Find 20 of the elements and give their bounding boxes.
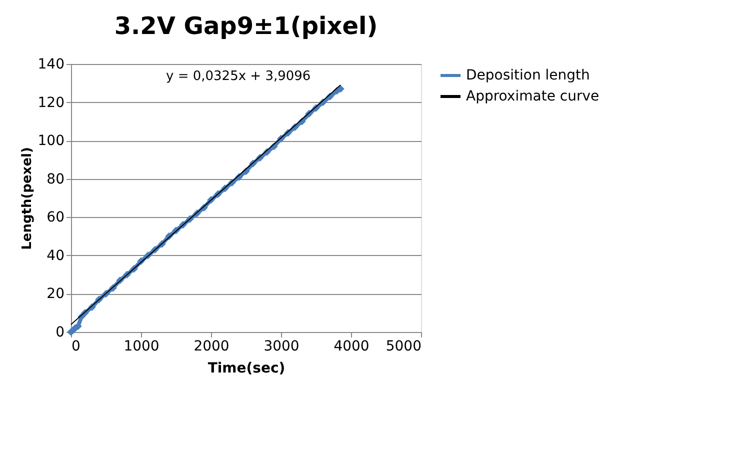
y-tick-label: 40 xyxy=(46,248,64,264)
annotation: y = 0,0325x + 3,9096 xyxy=(166,69,311,84)
y-tick-label: 100 xyxy=(38,133,64,150)
y-tick-label: 80 xyxy=(46,171,64,188)
x-axis-title: Time(sec) xyxy=(208,360,286,376)
x-tick-label: 2000 xyxy=(194,338,230,354)
legend-label: Approximate curve xyxy=(466,88,600,104)
y-tick-label: 20 xyxy=(46,286,64,302)
y-axis-title: Length(pexel) xyxy=(20,147,35,250)
x-tick-label: 0 xyxy=(72,338,80,354)
y-tick-label: 140 xyxy=(38,56,64,72)
y-tick-label: 0 xyxy=(56,324,64,340)
x-tick-label: 3000 xyxy=(264,338,300,354)
y-tick-label: 120 xyxy=(38,94,64,111)
x-tick-label: 1000 xyxy=(124,338,160,354)
x-tick-label: 4000 xyxy=(334,338,370,354)
y-tick-label: 60 xyxy=(46,210,64,226)
x-tick-label: 5000 xyxy=(386,338,422,354)
chart-title: 3.2V Gap9±1(pixel) xyxy=(114,12,378,40)
legend-label: Deposition length xyxy=(466,68,590,84)
